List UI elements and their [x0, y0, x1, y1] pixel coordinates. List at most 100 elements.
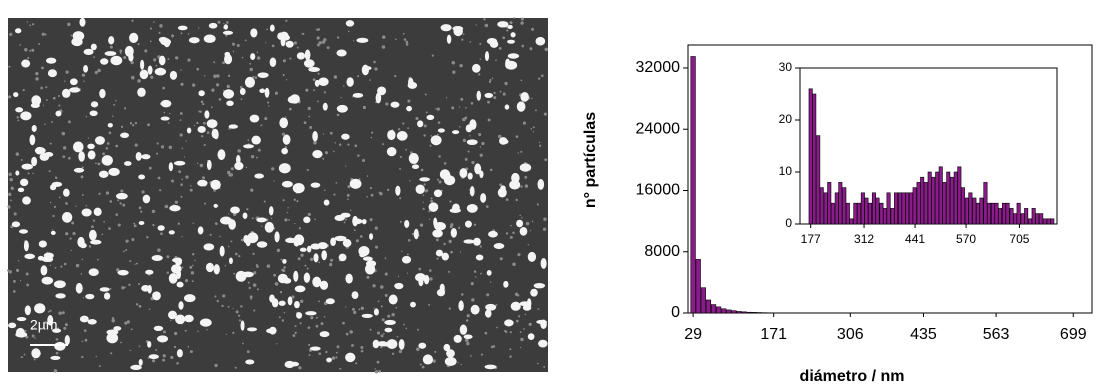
speck: [519, 215, 521, 217]
speck: [131, 76, 135, 80]
particle: [305, 311, 316, 315]
particle: [234, 162, 243, 170]
particle: [108, 123, 113, 128]
particle: [324, 200, 330, 206]
particle: [70, 78, 78, 85]
particle: [451, 228, 457, 238]
particle: [416, 185, 425, 194]
speck: [431, 197, 433, 199]
bar: [691, 56, 696, 313]
speck: [139, 206, 142, 209]
speck: [307, 268, 309, 270]
particle: [82, 208, 92, 216]
speck: [239, 319, 241, 321]
particle: [323, 103, 328, 111]
speck: [65, 232, 68, 235]
speck: [27, 57, 29, 59]
speck: [366, 276, 369, 279]
y-tick-label: 30: [779, 60, 793, 74]
speck: [228, 75, 230, 77]
particle: [436, 250, 443, 257]
speck: [42, 33, 45, 36]
particle: [152, 291, 161, 300]
particle: [288, 296, 293, 305]
speck: [252, 217, 254, 219]
particle: [83, 65, 88, 73]
speck: [50, 265, 51, 266]
speck: [84, 329, 87, 332]
speck: [472, 298, 475, 301]
speck: [391, 313, 394, 316]
speck: [235, 253, 238, 256]
particle: [206, 263, 214, 272]
bar: [865, 198, 868, 224]
speck: [294, 41, 297, 44]
speck: [64, 263, 67, 266]
particle: [410, 302, 416, 308]
speck: [490, 169, 493, 172]
particle: [485, 310, 492, 318]
speck: [120, 342, 122, 344]
particle: [387, 147, 397, 156]
particle: [85, 294, 94, 299]
particle: [170, 71, 177, 80]
micrograph: [8, 18, 548, 372]
speck: [182, 266, 184, 268]
particle: [467, 139, 478, 145]
speck: [483, 18, 485, 20]
speck: [402, 122, 404, 124]
particle: [350, 179, 362, 189]
speck: [377, 331, 380, 334]
particle: [35, 147, 46, 154]
particle: [240, 88, 246, 95]
particle: [77, 237, 84, 247]
speck: [81, 273, 83, 275]
speck: [523, 122, 526, 125]
particle: [362, 219, 367, 224]
bar: [868, 203, 871, 224]
speck: [308, 326, 311, 329]
speck: [415, 117, 418, 120]
speck: [438, 121, 441, 124]
speck: [176, 362, 179, 365]
speck: [59, 197, 61, 199]
speck: [156, 65, 158, 67]
speck: [157, 248, 161, 252]
speck: [223, 23, 224, 24]
speck: [387, 315, 390, 318]
speck: [367, 175, 369, 177]
particle: [443, 344, 450, 351]
speck: [465, 158, 468, 161]
particle: [229, 258, 233, 264]
particle: [178, 26, 188, 31]
bar: [909, 193, 912, 224]
speck: [82, 259, 84, 261]
speck: [242, 343, 244, 345]
speck: [181, 179, 183, 181]
speck: [349, 330, 353, 334]
speck: [459, 126, 461, 128]
speck: [257, 56, 260, 59]
speck: [204, 75, 205, 76]
speck: [13, 280, 16, 283]
particle: [169, 205, 180, 211]
particle: [157, 335, 168, 342]
particle: [460, 325, 467, 335]
particle: [89, 230, 97, 241]
speck: [317, 73, 319, 75]
speck: [487, 101, 490, 104]
speck: [439, 180, 442, 183]
particle: [177, 349, 183, 357]
particle: [318, 78, 328, 86]
speck: [175, 201, 178, 204]
speck: [230, 173, 232, 175]
speck: [370, 329, 372, 331]
speck: [401, 251, 402, 252]
particle: [387, 130, 395, 140]
speck: [192, 223, 193, 224]
particle: [161, 100, 172, 107]
speck: [283, 199, 285, 201]
speck: [370, 218, 373, 221]
speck: [504, 82, 507, 85]
x-tick-label: 171: [760, 326, 787, 343]
